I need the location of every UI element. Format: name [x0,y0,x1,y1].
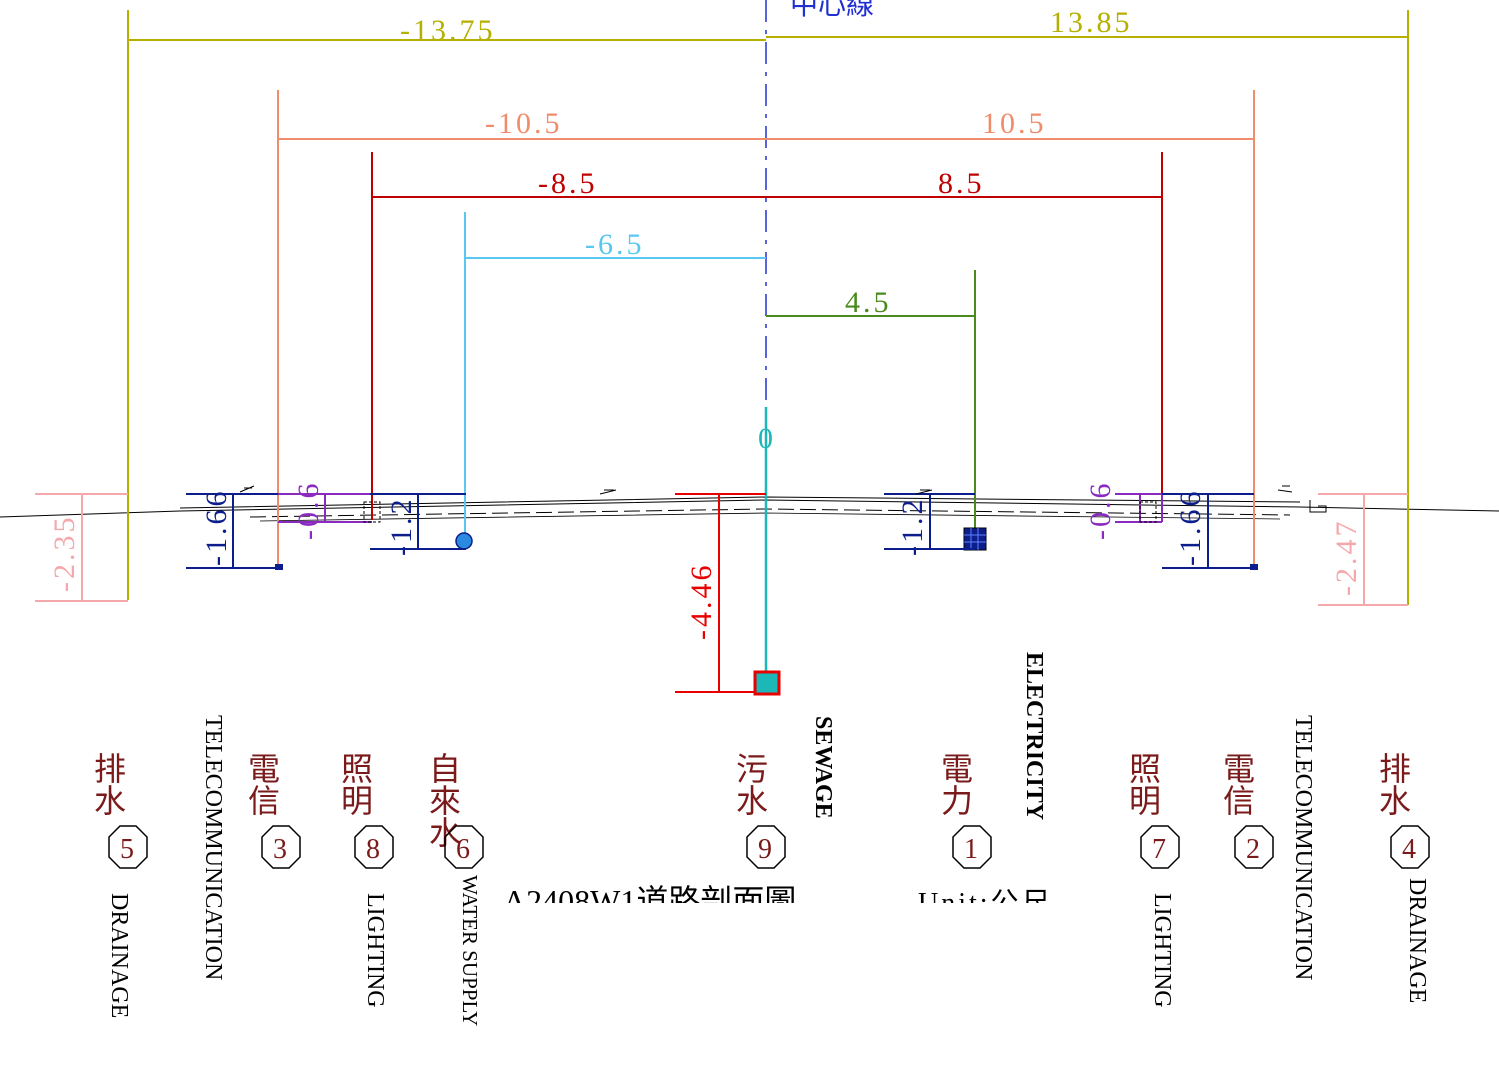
label-tele-left-cn: 電信 [244,752,280,816]
label-light-left-en: LIGHTING [362,893,388,1008]
label-drain-right-num: 4 [1402,834,1416,865]
label-drain-right-cn: 排水 [1375,752,1411,816]
num-badge-1 [952,825,992,869]
utility-labels: 排水 5 DRAINAGE TELECOMMUNICATION 電信 3 照明 … [90,652,1430,1026]
label-light-right-en: LIGHTING [1149,893,1175,1008]
tele-right-icon [1250,564,1258,570]
label-power-cn: 電力 [937,752,973,816]
label-drain-right-en: DRAINAGE [1404,878,1430,1003]
dim-drain-right [1318,493,1408,606]
label-tele-left-en: TELECOMMUNICATION [200,715,226,980]
dim-center-zero: 0 [758,422,776,455]
tele-left-icon [275,564,283,570]
label-power-num: 1 [964,834,978,865]
dim-tele-left-label: -1.66 [200,489,233,567]
dim-row1-right-label: 13.85 [1050,6,1133,39]
centerline-label: 中心線 [790,0,874,21]
label-water-cn: 自來水 [425,752,461,848]
num-badge-4 [1390,825,1430,869]
power-duct-icon [963,527,987,551]
dim-row2-left-label: -10.5 [485,107,563,140]
label-light-right-num: 7 [1152,834,1166,865]
dim-water [464,212,766,540]
dim-power-depth-label: -1.2 [896,497,929,557]
label-water-en: WATER SUPPLY [458,875,482,1026]
label-power-en: ELECTRICITY [1021,652,1047,820]
label-drain-left-cn: 排水 [90,752,126,816]
label-sewage-cn: 污水 [732,752,768,816]
num-badge-7 [1140,825,1180,869]
water-pipe-icon [455,532,473,550]
dim-tele-right-label: -1.66 [1174,489,1207,567]
light-left-icon [363,501,381,523]
dim-drain-left [35,493,128,602]
num-badge-3 [261,825,301,869]
dim-tele-left-small-label: -0.6 [292,481,325,541]
light-right-icon [1139,501,1157,523]
dim-row-2 [277,90,1255,568]
dim-tele-right [1162,493,1254,569]
label-tele-left-num: 3 [273,834,287,865]
label-tele-right-en: TELECOMMUNICATION [1290,715,1316,980]
dim-sewage [675,493,766,693]
dim-drain-right-label: -2.47 [1330,519,1363,597]
label-light-left-cn: 照明 [337,752,373,816]
label-sewage-num: 9 [758,834,772,865]
dim-row3-left-label: -8.5 [538,167,598,200]
sewage-pipe-icon [753,670,781,696]
label-drain-left-num: 5 [120,834,134,865]
label-tele-right-cn: 電信 [1219,752,1255,816]
num-badge-2 [1234,825,1274,869]
dim-tele-left-small [278,493,372,523]
dim-drain-left-label: -2.35 [48,515,81,593]
dim-water-label: -6.5 [585,228,645,261]
dim-tele-right-small-label: -0.6 [1084,481,1117,541]
num-badge-6 [444,825,484,869]
slope-markers [239,485,1327,513]
dim-power-depth [884,493,975,550]
num-badge-9 [746,825,786,869]
dim-row1-left-label: -13.75 [400,14,496,47]
dim-sewage-label: -4.46 [685,563,718,641]
label-sewage-en: SEWAGE [810,716,836,819]
label-water-num: 6 [456,834,470,865]
unit-label: Unit:公尺 [918,888,1053,919]
dim-row-1 [127,10,1409,605]
label-light-right-cn: 照明 [1125,752,1161,816]
dim-row-3 [371,152,1163,520]
dim-row2-right-label: 10.5 [982,107,1047,140]
drawing-title: A2408W1道路剖面圖 [503,883,796,919]
num-badge-8 [354,825,394,869]
dim-light-left [370,493,466,550]
dim-light-left-label: -1.2 [385,497,418,557]
label-tele-right-num: 2 [1246,834,1260,865]
label-light-left-num: 8 [366,834,380,865]
dim-power-label: 4.5 [845,286,892,319]
dim-row3-right-label: 8.5 [938,167,985,200]
label-drain-left-en: DRAINAGE [106,893,132,1018]
dim-tele-left [186,493,280,569]
num-badge-5 [108,825,148,869]
